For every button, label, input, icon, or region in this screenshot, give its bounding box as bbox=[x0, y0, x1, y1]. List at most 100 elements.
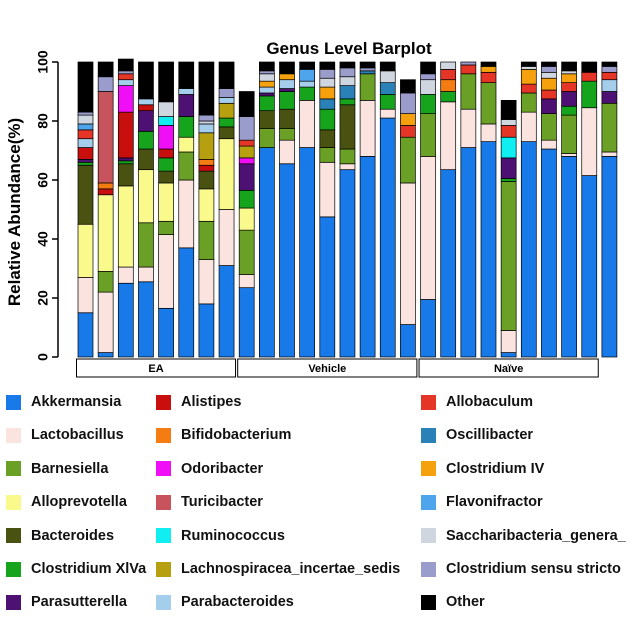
bar-segment-akkermansia bbox=[259, 147, 275, 358]
legend-item: Akkermansia bbox=[6, 392, 121, 412]
bar-segment-clostridium-xlva bbox=[259, 95, 275, 112]
legend-swatch bbox=[156, 427, 171, 443]
bar-segment-flavonifractor bbox=[299, 69, 315, 82]
bar-segment-parabacteroides bbox=[299, 80, 315, 88]
bar-segment-akkermansia bbox=[359, 156, 376, 358]
bar-segment-lactobacillus bbox=[238, 274, 255, 289]
bar-segment-lactobacillus bbox=[379, 108, 396, 119]
bar-segment-saccharibacteria-genera- bbox=[198, 120, 215, 125]
bar-segment-parasutterella bbox=[500, 157, 517, 179]
bar-segment-clostridium-sensu-stricto bbox=[400, 92, 416, 114]
bar-segment-clostridium-xlva bbox=[561, 105, 577, 116]
legend-label: Clostridium IV bbox=[446, 460, 545, 477]
bar-segment-clostridium-xlva bbox=[178, 116, 195, 138]
bar-segment-akkermansia bbox=[77, 312, 94, 358]
bar-segment-lactobacillus bbox=[178, 179, 195, 249]
sample-bar bbox=[158, 61, 174, 358]
bar-segment-saccharibacteria-genera- bbox=[420, 79, 436, 95]
sample-bar bbox=[400, 79, 416, 358]
bar-segment-alistipes bbox=[198, 164, 215, 172]
bar-segment-alistipes bbox=[97, 188, 114, 196]
bar-segment-clostridium-xlva bbox=[279, 91, 295, 110]
bar-segment-akkermansia bbox=[218, 265, 235, 358]
sample-bar bbox=[178, 61, 195, 358]
bar-segment-allobaculum bbox=[601, 71, 618, 81]
legend: Akkermansia Lactobacillus Barnesiella Allop… bbox=[0, 386, 632, 616]
bar-segment-other bbox=[319, 61, 336, 70]
bar-segment-alloprevotella bbox=[117, 185, 134, 268]
bar-segment-allobaculum bbox=[238, 139, 255, 147]
sample-bar bbox=[259, 61, 275, 358]
bar-segment-other bbox=[279, 61, 295, 75]
bar-segment-alloprevotella bbox=[178, 136, 195, 153]
bar-segment-akkermansia bbox=[339, 169, 356, 358]
group-labels: EA Vehicle Naïve bbox=[76, 358, 599, 378]
y-tick-label: 80 bbox=[35, 113, 51, 129]
bar-segment-saccharibacteria-genera- bbox=[339, 76, 356, 86]
bar-segment-lachnospiracea-incertae-sedis bbox=[238, 145, 255, 159]
legend-item: Clostridium sensu stricto bbox=[421, 559, 621, 579]
legend-label: Alloprevotella bbox=[31, 494, 127, 511]
bar-segment-parasutterella bbox=[77, 159, 94, 163]
bar-segment-clostridium-sensu-stricto bbox=[77, 111, 94, 116]
bar-segment-akkermansia bbox=[541, 148, 557, 358]
legend-label: Odoribacter bbox=[181, 460, 264, 477]
bar-segment-allobaculum bbox=[117, 73, 134, 81]
bar-segment-lactobacillus bbox=[138, 266, 154, 283]
legend-label: Other bbox=[446, 594, 485, 611]
legend-item: Alloprevotella bbox=[6, 492, 127, 512]
legend-label: Allobaculum bbox=[446, 394, 534, 410]
bar-segment-clostridium-iv bbox=[400, 113, 416, 126]
bar-segment-saccharibacteria-genera- bbox=[520, 66, 537, 70]
sample-bar bbox=[299, 61, 315, 358]
legend-label: Bifidobacterium bbox=[181, 427, 292, 444]
bar-segment-clostridium-xlva bbox=[158, 157, 174, 172]
bar-segment-barnesiella bbox=[259, 128, 275, 148]
bar-segment-barnesiella bbox=[319, 147, 336, 163]
sample-bar bbox=[379, 61, 396, 358]
bar-segment-lactobacillus bbox=[400, 182, 416, 325]
bar-segment-akkermansia bbox=[581, 175, 598, 358]
bar-segment-lactobacillus bbox=[198, 259, 215, 305]
bar-segment-barnesiella bbox=[359, 73, 376, 101]
bar-segment-clostridium-iv bbox=[541, 77, 557, 91]
legend-item: Lachnospiracea_incertae_sedis bbox=[156, 559, 400, 579]
bar-segment-barnesiella bbox=[460, 73, 477, 110]
bar-segment-saccharibacteria-genera- bbox=[77, 114, 94, 125]
bar-segment-clostridium-xlva bbox=[319, 108, 336, 131]
legend-label: Barnesiella bbox=[31, 460, 109, 477]
group-label: EA bbox=[148, 363, 163, 375]
legend-label: Bacteroides bbox=[31, 527, 115, 544]
bar-segment-other bbox=[117, 58, 134, 72]
y-tick-label: 40 bbox=[35, 231, 51, 247]
bar-segment-other bbox=[339, 61, 356, 69]
sample-bar bbox=[138, 61, 154, 358]
y-tick-label: 100 bbox=[35, 50, 51, 74]
legend-item: Parabacteroides bbox=[156, 592, 294, 612]
legend-label: Saccharibacteria_genera_ bbox=[446, 527, 626, 544]
bar-segment-barnesiella bbox=[198, 220, 215, 261]
bar-segment-clostridium-xlva bbox=[500, 178, 517, 182]
bar-segment-akkermansia bbox=[158, 307, 174, 358]
bar-segment-clostridium-sensu-stricto bbox=[339, 67, 356, 78]
bar-segment-turicibacter bbox=[97, 91, 114, 184]
bar-segment-ruminococcus bbox=[158, 116, 174, 126]
group-box-outline bbox=[76, 358, 237, 378]
bar-segment-akkermansia bbox=[319, 216, 336, 358]
sample-bar bbox=[238, 91, 255, 358]
group-label-box: Naïve bbox=[418, 358, 599, 378]
bar-segment-allobaculum bbox=[520, 83, 537, 94]
legend-item: Bifidobacterium bbox=[156, 425, 291, 445]
bar-segment-other bbox=[379, 61, 396, 72]
legend-swatch bbox=[421, 494, 436, 510]
bar-segment-odoribacter bbox=[117, 85, 134, 113]
bar-segment-clostridium-xlva bbox=[420, 94, 436, 114]
bar-segment-other bbox=[218, 61, 235, 89]
legend-swatch bbox=[156, 394, 171, 410]
bar-segment-other bbox=[581, 61, 598, 73]
bar-segment-alistipes bbox=[117, 111, 134, 159]
legend-item: Barnesiella bbox=[6, 459, 108, 479]
bar-segment-clostridium-sensu-stricto bbox=[259, 70, 275, 75]
bar-segment-barnesiella bbox=[601, 102, 618, 153]
bar-segment-akkermansia bbox=[520, 141, 537, 358]
